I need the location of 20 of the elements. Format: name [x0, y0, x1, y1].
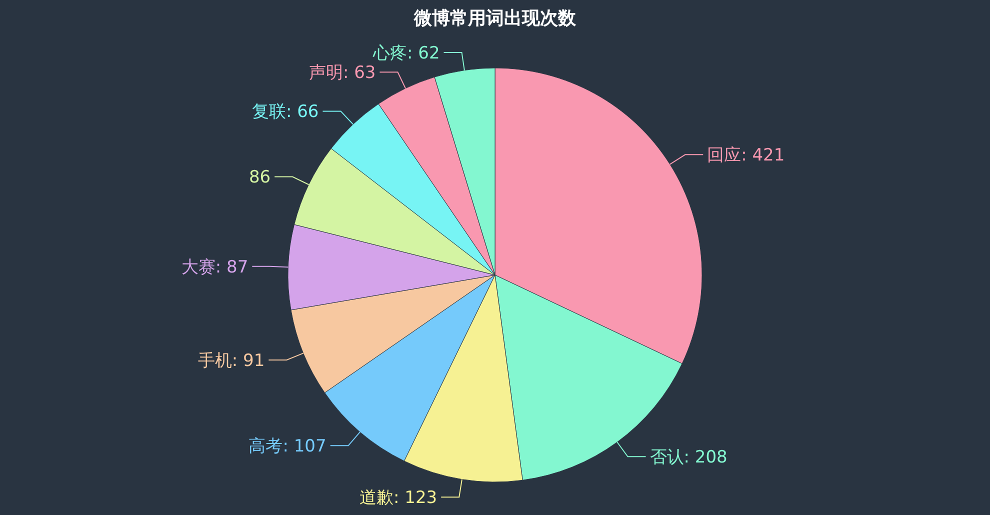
slice-label: 手机	[198, 350, 232, 371]
chart-title: 微博常用词出现次数	[413, 8, 577, 29]
data-label: : 91	[232, 350, 265, 371]
data-label: 86	[248, 168, 271, 188]
slice-label: 声明	[308, 63, 343, 84]
slice-label: 高考	[248, 436, 283, 457]
slice-label: 复联	[252, 102, 286, 122]
data-label: : 62	[407, 43, 440, 64]
slice-label: 回应	[707, 146, 742, 166]
data-label: : 63	[342, 63, 376, 84]
slice-label: 心疼	[372, 43, 408, 64]
data-label: : 66	[286, 102, 319, 122]
data-label: : 421	[741, 146, 785, 166]
slice-label: 否认	[650, 448, 684, 468]
data-label: : 107	[282, 436, 326, 457]
data-label: : 123	[394, 488, 438, 508]
data-label: : 208	[684, 448, 728, 468]
slice-label: 道歉	[360, 488, 394, 508]
data-label: : 87	[215, 257, 248, 278]
slice-label: 大赛	[181, 257, 216, 278]
